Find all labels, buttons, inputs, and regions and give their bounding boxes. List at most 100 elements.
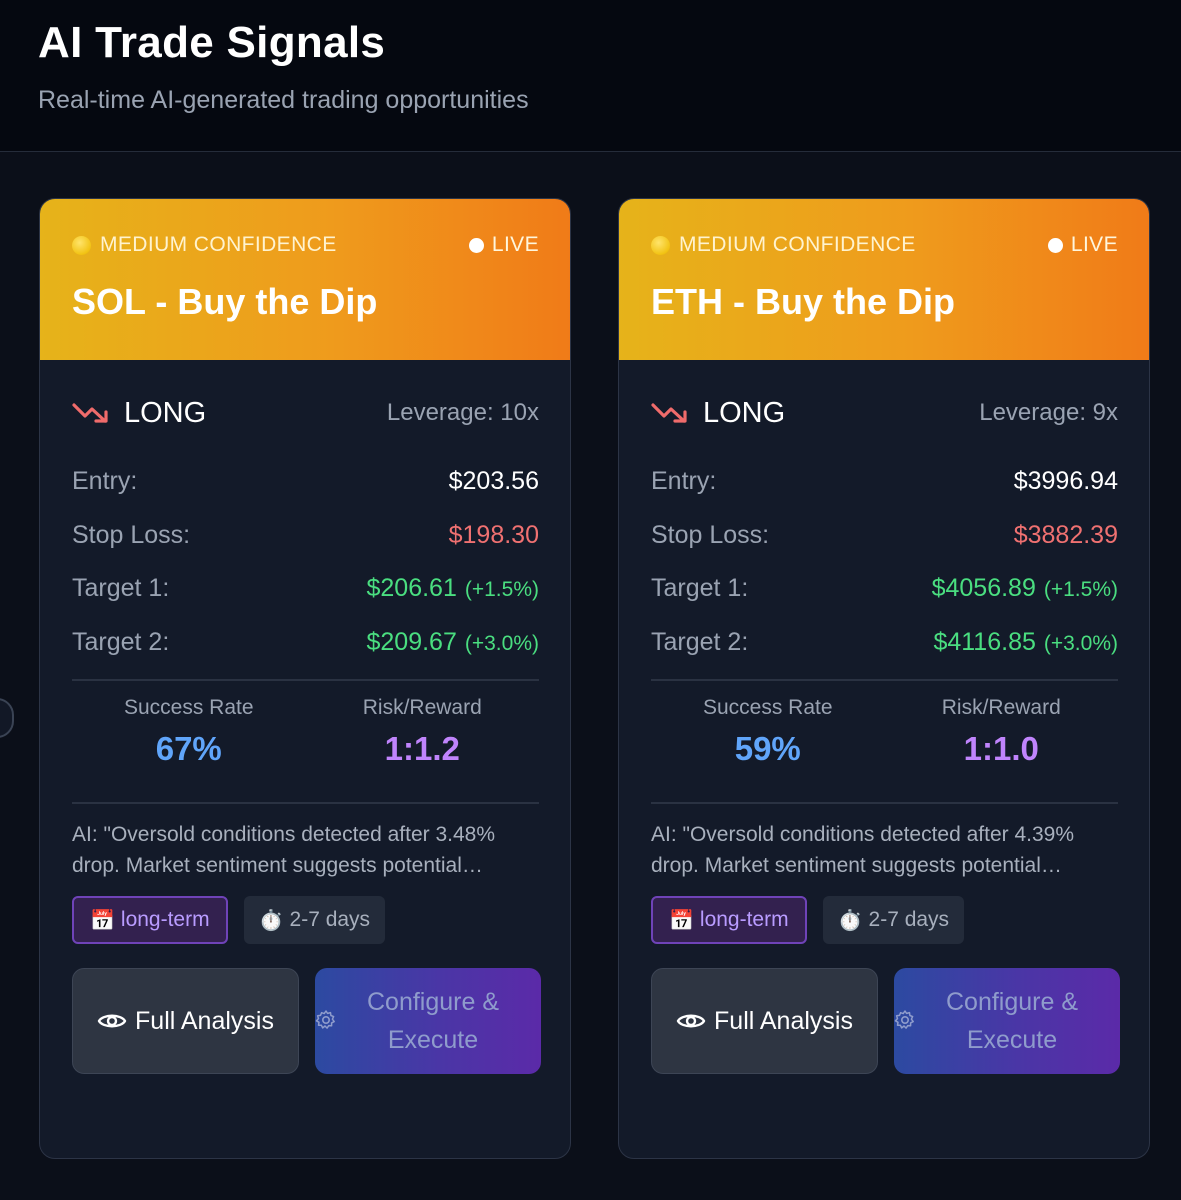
calendar-icon: 📅 (669, 909, 694, 932)
direction-row: LONG Leverage: 10x (72, 393, 539, 433)
divider (72, 679, 539, 681)
price-levels: Entry: $3996.94 Stop Loss: $3882.39 Targ… (651, 455, 1118, 669)
tag-duration-label: 2-7 days (289, 908, 371, 931)
entry-value: $3996.94 (1013, 467, 1118, 496)
tag-term-label: long-term (120, 908, 210, 931)
full-analysis-button[interactable]: Full Analysis (72, 968, 299, 1074)
entry-row: Entry: $203.56 (72, 455, 539, 509)
stop-loss-label: Stop Loss: (651, 520, 770, 549)
target2-percent: (+3.0%) (464, 631, 539, 655)
entry-label: Entry: (651, 467, 717, 496)
configure-execute-label: Configure & Execute (945, 988, 1079, 1054)
stopwatch-icon: ⏱️ (837, 909, 863, 932)
calendar-icon: 📅 (90, 909, 115, 932)
direction: LONG (72, 397, 206, 430)
stop-loss-label: Stop Loss: (72, 520, 191, 549)
white-dot-icon (1047, 237, 1063, 253)
target1-row: Target 1: $4056.89 (+1.5%) (651, 562, 1118, 616)
full-analysis-label: Full Analysis (714, 1006, 853, 1035)
trending-down-icon (72, 403, 108, 423)
card-title: SOL - Buy the Dip (72, 281, 378, 322)
page-subtitle: Real-time AI-generated trading opportuni… (38, 86, 529, 114)
live-indicator: LIVE (1047, 233, 1118, 257)
ai-summary: AI: "Oversold conditions detected after … (651, 823, 1075, 877)
target2-row: Target 2: $4116.85 (+3.0%) (651, 616, 1118, 670)
page-title: AI Trade Signals (38, 18, 386, 67)
direction: LONG (651, 397, 785, 430)
stop-loss-row: Stop Loss: $3882.39 (651, 509, 1118, 563)
card-header: MEDIUM CONFIDENCE LIVE ETH - Buy the Dip (619, 199, 1149, 360)
signal-card[interactable]: MEDIUM CONFIDENCE LIVE ETH - Buy the Dip… (618, 198, 1150, 1159)
confidence-label: MEDIUM CONFIDENCE (679, 233, 916, 256)
full-analysis-label: Full Analysis (135, 1006, 274, 1035)
leverage: Leverage: 9x (979, 399, 1118, 426)
tag-term: 📅 long-term (72, 896, 228, 944)
target2-value: $4116.85 (933, 627, 1036, 656)
success-rate: Success Rate 59% (651, 696, 885, 776)
confidence-label: MEDIUM CONFIDENCE (100, 233, 337, 256)
card-actions: Full Analysis Configure & Execute (651, 968, 1120, 1074)
stop-loss-value: $198.30 (448, 520, 539, 549)
divider (651, 802, 1118, 804)
trending-down-icon (651, 403, 687, 423)
divider (651, 679, 1118, 681)
risk-reward-label: Risk/Reward (941, 696, 1061, 719)
live-label: LIVE (491, 233, 539, 256)
target1-row: Target 1: $206.61 (+1.5%) (72, 562, 539, 616)
live-indicator: LIVE (468, 233, 539, 257)
full-analysis-button[interactable]: Full Analysis (651, 968, 878, 1074)
tag-term-label: long-term (699, 908, 789, 931)
stopwatch-icon: ⏱️ (258, 909, 284, 932)
target1-percent: (+1.5%) (1043, 578, 1118, 602)
risk-reward: Risk/Reward 1:1.2 (306, 696, 540, 776)
yellow-circle-icon (72, 235, 91, 255)
stats-row: Success Rate 67% Risk/Reward 1:1.2 (72, 696, 539, 776)
eye-icon (676, 1014, 706, 1028)
eye-icon (97, 1014, 127, 1028)
gear-icon (315, 1010, 335, 1029)
carousel-prev-handle[interactable] (0, 698, 14, 738)
tag-term: 📅 long-term (651, 896, 807, 944)
configure-execute-label: Configure & Execute (366, 988, 500, 1054)
card-actions: Full Analysis Configure & Execute (72, 968, 541, 1074)
risk-reward-value: 1:1.0 (963, 730, 1039, 767)
yellow-circle-icon (651, 235, 670, 255)
target1-label: Target 1: (72, 574, 170, 603)
target2-label: Target 2: (72, 627, 170, 656)
entry-row: Entry: $3996.94 (651, 455, 1118, 509)
tags: 📅 long-term ⏱️ 2-7 days (651, 896, 965, 944)
entry-label: Entry: (72, 467, 138, 496)
stop-loss-value: $3882.39 (1013, 520, 1118, 549)
configure-execute-button[interactable]: Configure & Execute (315, 968, 541, 1074)
signal-card[interactable]: MEDIUM CONFIDENCE LIVE SOL - Buy the Dip… (39, 198, 571, 1159)
ai-summary: AI: "Oversold conditions detected after … (72, 823, 496, 877)
stats-row: Success Rate 59% Risk/Reward 1:1.0 (651, 696, 1118, 776)
card-header: MEDIUM CONFIDENCE LIVE SOL - Buy the Dip (40, 199, 570, 360)
target2-percent: (+3.0%) (1043, 631, 1118, 655)
risk-reward-label: Risk/Reward (362, 696, 482, 719)
card-title: ETH - Buy the Dip (651, 281, 955, 322)
leverage: Leverage: 10x (386, 399, 539, 426)
direction-label: LONG (703, 396, 786, 429)
success-rate-value: 67% (155, 730, 222, 767)
stop-loss-row: Stop Loss: $198.30 (72, 509, 539, 563)
target1-value: $4056.89 (931, 574, 1036, 603)
success-rate-label: Success Rate (702, 696, 833, 719)
divider (72, 802, 539, 804)
live-label: LIVE (1070, 233, 1118, 256)
tag-duration-label: 2-7 days (868, 908, 950, 931)
risk-reward: Risk/Reward 1:1.0 (885, 696, 1119, 776)
target2-label: Target 2: (651, 627, 749, 656)
success-rate-label: Success Rate (123, 696, 254, 719)
target2-row: Target 2: $209.67 (+3.0%) (72, 616, 539, 670)
target1-label: Target 1: (651, 574, 749, 603)
direction-row: LONG Leverage: 9x (651, 393, 1118, 433)
page-header: AI Trade Signals Real-time AI-generated … (0, 0, 1181, 152)
tag-duration: ⏱️ 2-7 days (822, 896, 965, 944)
configure-execute-button[interactable]: Configure & Execute (894, 968, 1120, 1074)
target1-percent: (+1.5%) (464, 578, 539, 602)
success-rate: Success Rate 67% (72, 696, 306, 776)
white-dot-icon (468, 237, 484, 253)
success-rate-value: 59% (734, 730, 801, 767)
target1-value: $206.61 (366, 574, 457, 603)
